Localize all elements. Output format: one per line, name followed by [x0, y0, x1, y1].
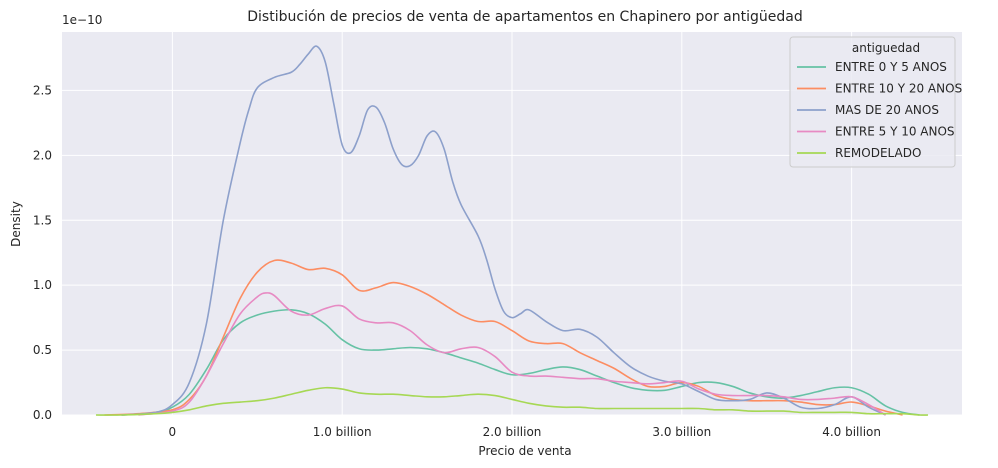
x-tick-label: 3.0 billion: [652, 425, 711, 439]
legend-entry: REMODELADO: [835, 146, 921, 160]
y-tick-label: 2.5: [33, 83, 52, 97]
series-line-2: [121, 45, 886, 416]
x-tick-label: 2.0 billion: [483, 425, 542, 439]
x-axis-label: Precio de venta: [478, 444, 571, 458]
y-offset-label: 1e−10: [62, 13, 102, 27]
x-tick-label: 1.0 billion: [313, 425, 372, 439]
legend-items: ENTRE 0 Y 5 ANOS ENTRE 10 Y 20 ANOS MAS DE…: [797, 60, 962, 160]
density-curves: [95, 45, 929, 416]
y-tick-label: 0.0: [33, 408, 52, 422]
y-tick-label: 0.5: [33, 343, 52, 357]
x-tick-label: 0: [169, 425, 177, 439]
chart-title: Distibución de precios de venta de apart…: [247, 9, 802, 25]
x-axis-ticks: 0 1.0 billion 2.0 billion 3.0 billion 4.0 bi…: [169, 425, 881, 439]
legend-entry: MAS DE 20 ANOS: [835, 103, 939, 117]
y-tick-label: 1.0: [33, 278, 52, 292]
legend: antiguedad ENTRE 0 Y 5 ANOS ENTRE 10 Y 20…: [789, 36, 962, 168]
series-line-4: [95, 386, 929, 416]
y-axis-label: Density: [9, 201, 23, 247]
legend-box: [789, 36, 956, 168]
legend-entry: ENTRE 10 Y 20 ANOS: [835, 82, 962, 96]
y-tick-label: 1.5: [33, 213, 52, 227]
series-line-3: [138, 292, 886, 416]
y-axis-ticks: 0.0 0.5 1.0 1.5 2.0 2.5: [33, 83, 52, 422]
legend-entry: ENTRE 0 Y 5 ANOS: [835, 60, 947, 74]
legend-title: antiguedad: [852, 41, 920, 55]
y-tick-label: 2.0: [33, 148, 52, 162]
legend-entry: ENTRE 5 Y 10 ANOS: [835, 125, 955, 139]
x-tick-label: 4.0 billion: [822, 425, 881, 439]
series-line-1: [104, 259, 903, 416]
